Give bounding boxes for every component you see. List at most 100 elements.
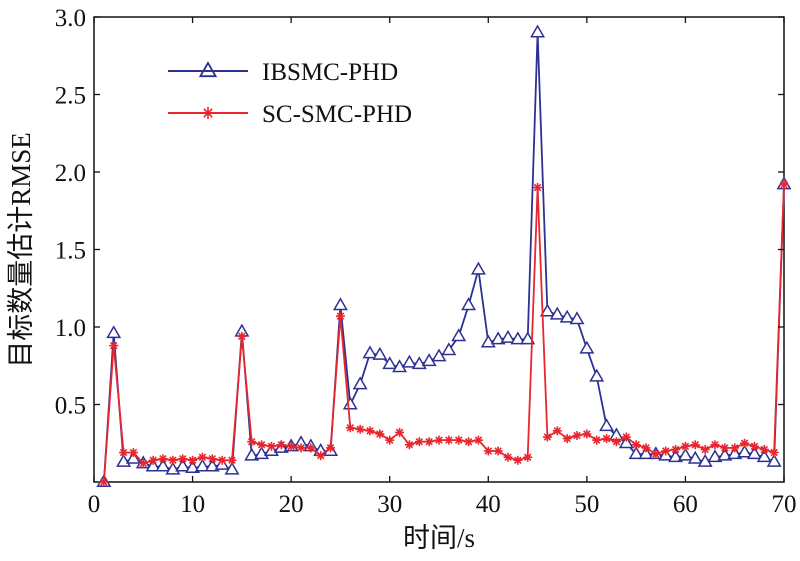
data-point — [286, 441, 296, 451]
data-point — [779, 179, 789, 189]
data-point — [651, 449, 661, 459]
data-point — [119, 448, 129, 458]
data-point — [125, 450, 141, 464]
data-point — [257, 440, 267, 450]
data-point — [138, 458, 148, 468]
legend: IBSMC-PHD SC-SMC-PHD — [168, 59, 412, 128]
data-point — [740, 438, 750, 448]
data-point — [444, 435, 454, 445]
x-tick-label: 0 — [88, 491, 101, 518]
data-point — [483, 446, 493, 456]
data-point — [375, 429, 385, 439]
data-point — [687, 450, 703, 464]
data-point — [599, 418, 615, 432]
data-point — [197, 452, 207, 462]
data-point — [148, 455, 158, 465]
data-point — [749, 441, 759, 451]
data-point — [769, 448, 779, 458]
data-point — [493, 446, 503, 456]
data-point — [697, 453, 713, 467]
y-tick-label: 3.0 — [55, 5, 86, 32]
data-point — [503, 452, 513, 462]
data-point — [727, 446, 743, 460]
data-point — [582, 429, 592, 439]
data-point — [549, 306, 565, 320]
data-point — [158, 454, 168, 464]
legend-entry-ibsmc: IBSMC-PHD — [168, 59, 398, 86]
data-point — [520, 331, 536, 345]
legend-triangle-icon — [198, 61, 218, 78]
data-point — [569, 311, 585, 325]
data-point — [680, 441, 690, 451]
legend-entry-scsmc: SC-SMC-PHD — [168, 101, 412, 128]
data-point — [326, 443, 336, 453]
data-point — [155, 458, 171, 472]
data-point — [766, 453, 782, 467]
y-tick-label: 1.5 — [55, 238, 86, 265]
series-ibsmc-phd — [96, 24, 792, 487]
x-axis-title: 时间/s — [403, 523, 475, 553]
data-point — [513, 455, 523, 465]
series-line — [103, 31, 785, 483]
data-point — [628, 446, 644, 460]
data-point — [106, 325, 122, 339]
data-point — [756, 449, 772, 463]
data-point — [638, 446, 654, 460]
y-axis-title: 目标数量估计RMSE — [6, 132, 36, 368]
data-point — [227, 455, 237, 465]
legend-star-icon — [202, 107, 214, 119]
data-point — [345, 423, 355, 433]
data-point — [188, 455, 198, 465]
data-point — [414, 437, 424, 447]
data-point — [720, 443, 730, 453]
data-point — [641, 443, 651, 453]
data-point — [552, 426, 562, 436]
data-point — [404, 440, 414, 450]
data-point — [730, 443, 740, 453]
data-point — [737, 444, 753, 458]
data-point — [207, 454, 217, 464]
y-tick-label: 0.5 — [55, 393, 86, 420]
data-point — [592, 435, 602, 445]
data-point — [690, 440, 700, 450]
data-point — [266, 441, 276, 451]
y-tick-label: 2.0 — [55, 160, 86, 187]
data-point — [490, 331, 506, 345]
data-point — [707, 449, 723, 463]
data-point — [530, 24, 546, 38]
data-point — [510, 331, 526, 345]
data-point — [395, 427, 405, 437]
data-point — [316, 451, 326, 461]
data-point — [759, 444, 769, 454]
x-tick-label: 60 — [673, 491, 698, 518]
data-point — [441, 342, 457, 356]
x-tick-label: 10 — [180, 491, 205, 518]
data-point — [621, 432, 631, 442]
data-point — [434, 435, 444, 445]
data-point — [385, 435, 395, 445]
data-point — [523, 452, 533, 462]
data-point — [473, 435, 483, 445]
data-point — [668, 449, 684, 463]
data-point — [454, 435, 464, 445]
data-point — [401, 354, 417, 368]
data-point — [424, 437, 434, 447]
x-tick-label: 70 — [772, 491, 797, 518]
series-sc-smc-phd — [99, 179, 789, 487]
x-tick-label: 20 — [279, 491, 304, 518]
data-point — [244, 447, 260, 461]
data-point — [306, 443, 316, 453]
data-point — [464, 437, 474, 447]
data-point — [542, 432, 552, 442]
data-point — [335, 311, 345, 321]
data-point — [362, 345, 378, 359]
data-point — [224, 461, 240, 475]
data-point — [332, 297, 348, 311]
data-point — [145, 458, 161, 472]
data-point — [611, 437, 621, 447]
data-point — [470, 261, 486, 275]
data-point — [296, 443, 306, 453]
data-point — [178, 454, 188, 464]
legend-label-scsmc: SC-SMC-PHD — [262, 101, 412, 128]
